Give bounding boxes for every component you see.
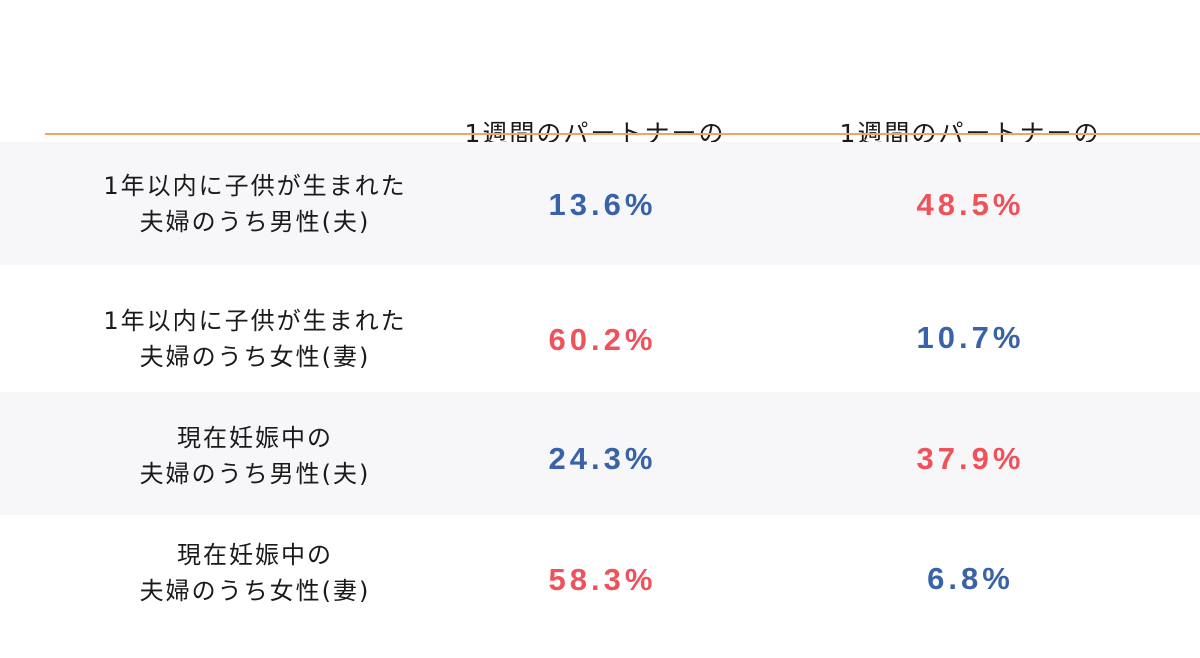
table-row: 現在妊娠中の 夫婦のうち女性(妻) 58.3% 6.8% [0, 515, 1200, 658]
table-header: 1週間のパートナーの 家事時間 5時間未満 1週間のパートナーの 家事時間 10… [0, 0, 1200, 268]
row-label: 1年以内に子供が生まれた 夫婦のうち女性(妻) [60, 303, 450, 375]
row-label-line1: 現在妊娠中の [177, 424, 333, 452]
table-row: 現在妊娠中の 夫婦のうち男性(夫) 24.3% 37.9% [0, 392, 1200, 515]
value-under-5-hours: 60.2% [548, 322, 657, 357]
table-row: 1年以内に子供が生まれた 夫婦のうち男性(夫) 13.6% 48.5% [0, 142, 1200, 265]
value-under-5-hours: 13.6% [548, 187, 657, 222]
row-label-line2: 夫婦のうち男性(夫) [139, 460, 371, 488]
table-row: 1年以内に子供が生まれた 夫婦のうち女性(妻) 60.2% 10.7% [0, 265, 1200, 392]
row-label: 1年以内に子供が生まれた 夫婦のうち男性(夫) [60, 168, 450, 240]
value-over-10-hours: 37.9% [916, 441, 1025, 476]
row-label-line1: 現在妊娠中の [177, 541, 333, 569]
row-label-line1: 1年以内に子供が生まれた [103, 172, 407, 200]
row-label: 現在妊娠中の 夫婦のうち男性(夫) [60, 420, 450, 492]
row-label-line2: 夫婦のうち女性(妻) [139, 343, 371, 371]
value-over-10-hours: 48.5% [916, 187, 1025, 222]
row-label-line2: 夫婦のうち男性(夫) [139, 208, 371, 236]
value-under-5-hours: 58.3% [548, 562, 657, 597]
value-over-10-hours: 10.7% [916, 320, 1025, 355]
value-over-10-hours: 6.8% [927, 561, 1014, 596]
value-under-5-hours: 24.3% [548, 441, 657, 476]
row-label-line1: 1年以内に子供が生まれた [103, 307, 407, 335]
row-label: 現在妊娠中の 夫婦のうち女性(妻) [60, 537, 450, 609]
row-label-line2: 夫婦のうち女性(妻) [139, 577, 371, 605]
header-divider [45, 133, 1200, 135]
